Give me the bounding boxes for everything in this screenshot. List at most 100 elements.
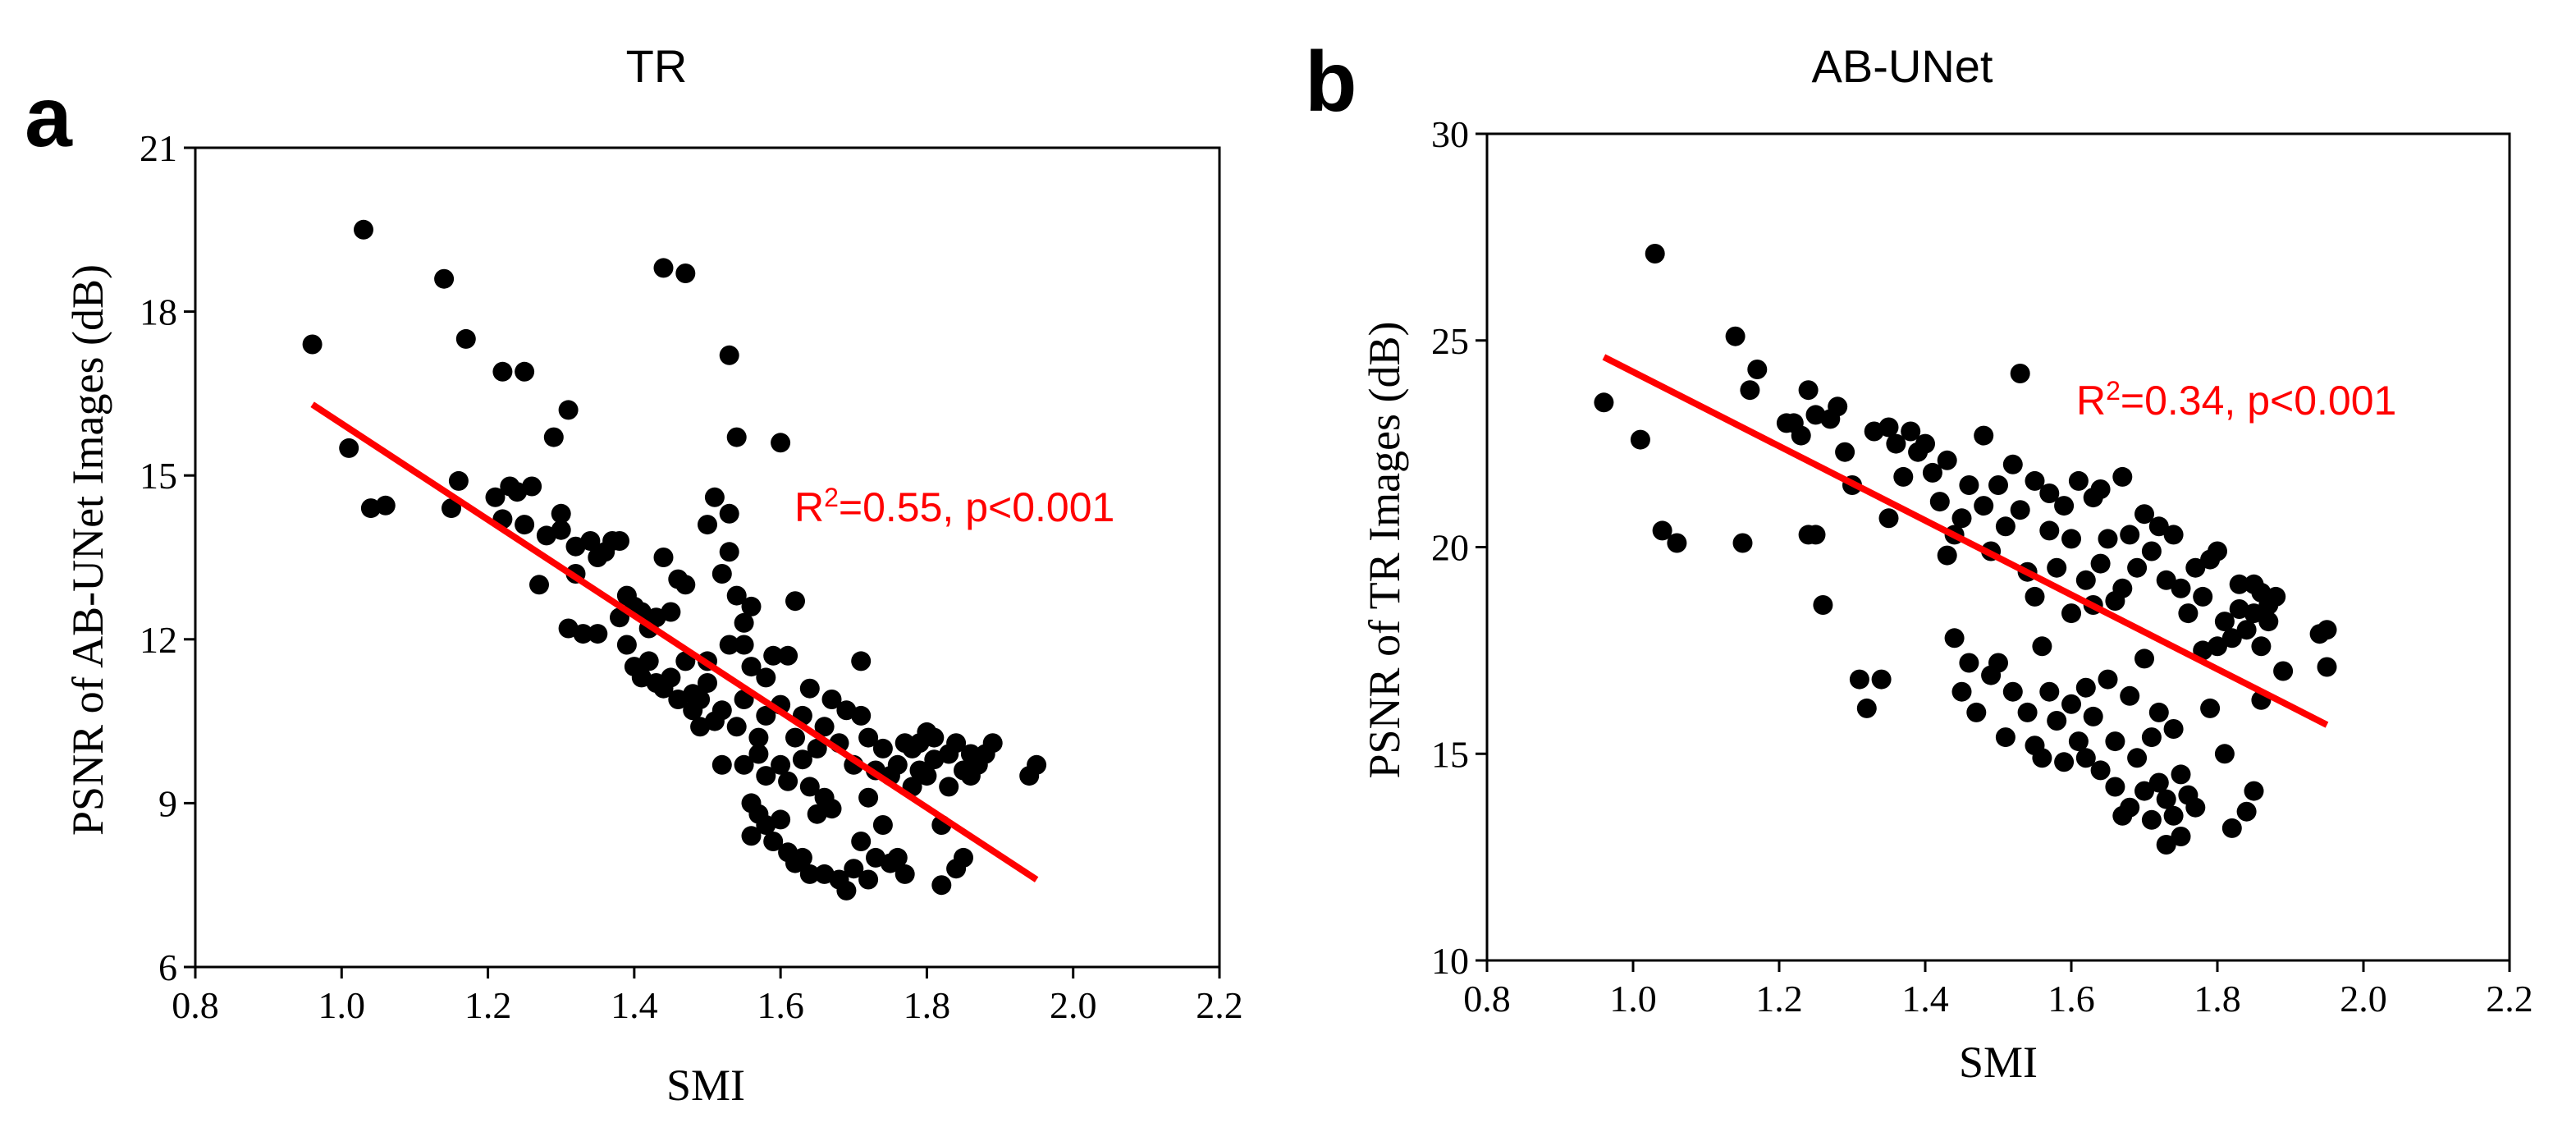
data-point — [2039, 484, 2060, 503]
data-point — [2098, 669, 2118, 690]
data-point — [2105, 731, 2125, 752]
data-point — [543, 427, 564, 447]
data-point — [734, 635, 754, 655]
data-point — [2236, 620, 2257, 640]
data-point — [954, 847, 973, 868]
data-point — [2193, 586, 2213, 607]
data-point — [2090, 760, 2111, 781]
data-point — [2317, 657, 2337, 677]
data-point — [638, 651, 659, 671]
data-point — [2134, 781, 2154, 801]
y-tick-label: 15 — [140, 455, 177, 497]
data-point — [1995, 516, 2016, 537]
data-point — [2047, 711, 2067, 731]
x-tick-label: 1.8 — [904, 984, 951, 1026]
data-point — [2032, 636, 2052, 657]
data-point — [1893, 466, 1914, 487]
data-point — [2047, 557, 2067, 578]
y-tick-label: 9 — [158, 782, 177, 824]
data-point — [675, 575, 696, 595]
data-point — [522, 476, 542, 497]
data-point — [2163, 525, 2184, 545]
panel-letter-b: b — [1305, 34, 1357, 130]
data-point — [1791, 425, 1811, 446]
data-point — [2002, 681, 2023, 702]
data-point — [2258, 612, 2279, 632]
data-point — [551, 520, 571, 540]
data-point — [1929, 492, 1950, 512]
fit-line-a — [310, 401, 1039, 882]
data-point — [1988, 653, 2008, 673]
data-point — [771, 809, 791, 830]
data-point — [2141, 541, 2162, 561]
data-point — [719, 542, 739, 562]
y-tick-label: 30 — [1431, 113, 1469, 155]
data-point — [558, 400, 579, 420]
data-point — [2025, 470, 2045, 491]
data-point — [1944, 628, 1965, 648]
data-point — [2208, 636, 2227, 657]
data-point — [807, 738, 827, 758]
data-point — [2273, 661, 2294, 681]
data-point — [2221, 818, 2242, 838]
data-point — [821, 799, 842, 819]
data-point — [895, 864, 915, 884]
data-point — [2208, 541, 2227, 561]
data-point — [2127, 557, 2148, 578]
data-point — [1027, 754, 1047, 775]
data-point — [1594, 392, 1614, 413]
annotation-a: R2=0.55, p<0.001 — [794, 483, 1114, 530]
data-point — [690, 690, 711, 709]
data-point — [2120, 685, 2140, 706]
x-tick-label: 1.6 — [757, 984, 804, 1026]
data-point — [2061, 529, 2081, 549]
data-point — [1974, 496, 1994, 516]
data-point — [2244, 603, 2264, 624]
data-point — [734, 612, 754, 633]
data-point — [580, 531, 601, 551]
plot-frame-b — [1485, 132, 2511, 962]
data-point — [375, 495, 396, 516]
data-point — [2010, 500, 2030, 520]
data-point — [792, 847, 812, 868]
y-tick-label: 15 — [1431, 733, 1469, 775]
x-tick-label: 1.2 — [1755, 978, 1803, 1020]
data-point — [2127, 748, 2148, 768]
data-point — [2156, 570, 2176, 590]
data-point — [887, 754, 908, 775]
data-point — [887, 847, 908, 868]
data-point — [2148, 772, 2169, 793]
data-point — [2039, 681, 2060, 702]
data-point — [858, 787, 879, 808]
data-point — [778, 771, 798, 791]
data-point — [858, 869, 879, 890]
data-point — [2017, 702, 2038, 722]
data-point — [851, 651, 872, 671]
data-point — [2061, 603, 2081, 624]
x-tick-label: 1.6 — [2048, 978, 2095, 1020]
data-point — [492, 361, 513, 382]
y-axis-label-b: PSNR of TR Images (dB) — [1360, 321, 1409, 778]
data-point — [653, 548, 674, 567]
data-point — [2148, 702, 2169, 722]
data-point — [2134, 648, 2154, 669]
data-point — [2010, 364, 2030, 383]
data-point — [529, 575, 549, 595]
data-point — [588, 624, 608, 644]
data-point — [1988, 475, 2008, 495]
x-tick-label: 1.0 — [1609, 978, 1657, 1020]
data-point — [711, 564, 732, 584]
data-point — [302, 334, 323, 355]
data-point — [1966, 702, 1987, 722]
data-point — [719, 635, 739, 655]
data-point — [661, 667, 681, 688]
data-point — [2090, 553, 2111, 574]
data-point — [442, 498, 461, 519]
data-point — [982, 733, 1003, 754]
x-tick-label: 1.4 — [1901, 978, 1949, 1020]
data-point — [917, 766, 937, 786]
data-point — [1995, 727, 2016, 748]
data-point — [1915, 433, 1935, 454]
data-point — [1835, 442, 1855, 462]
